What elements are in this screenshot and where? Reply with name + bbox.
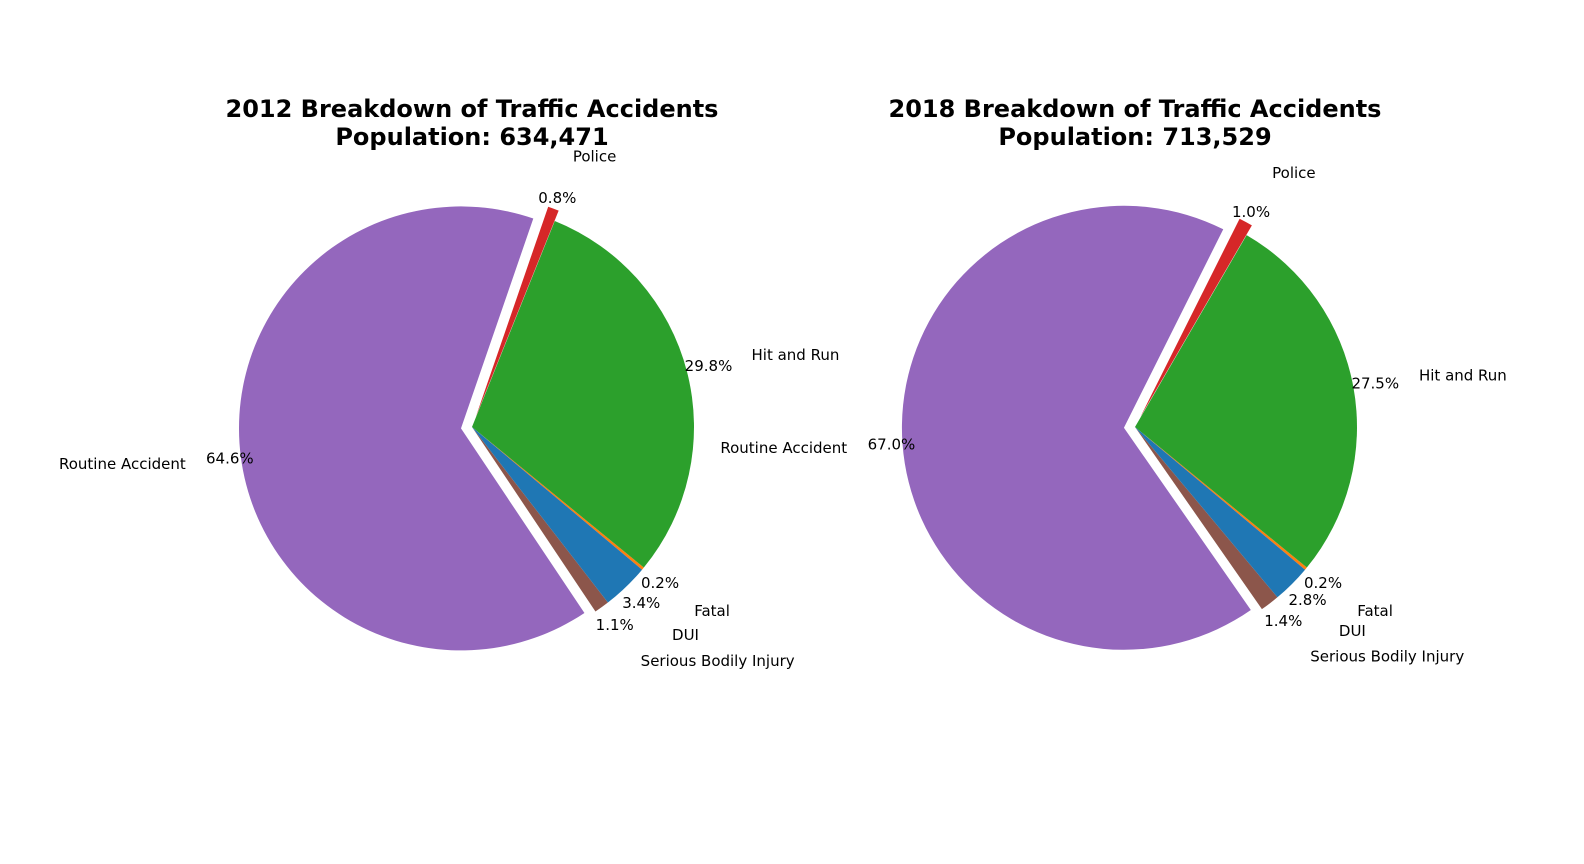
- slice-label-2012-police: Police: [573, 148, 617, 166]
- slice-label-2018-fatal: Fatal: [1357, 602, 1393, 620]
- slice-2012-serious-bodily-injury: [472, 427, 608, 612]
- chart-2018: 2018 Breakdown of Traffic Accidents Popu…: [720, 95, 1506, 665]
- pct-label-2018-serious-bodily-injury: 1.4%: [1264, 612, 1302, 630]
- pct-label-2012-serious-bodily-injury: 1.1%: [596, 616, 634, 634]
- slice-label-2018-dui: DUI: [1339, 622, 1366, 640]
- pct-label-2018-police: 1.0%: [1232, 203, 1270, 221]
- chart-title-2018-line2: Population: 713,529: [998, 123, 1271, 151]
- slice-2012-dui: [472, 427, 643, 603]
- pct-label-2012-hit-and-run: 29.8%: [685, 357, 733, 375]
- slice-label-2012-serious-bodily-injury: Serious Bodily Injury: [641, 652, 795, 670]
- pct-label-2012-routine-accident: 64.6%: [206, 449, 254, 467]
- slice-label-2012-routine-accident: Routine Accident: [59, 455, 186, 473]
- pct-label-2012-fatal: 0.2%: [641, 574, 679, 592]
- pct-label-2012-dui: 3.4%: [622, 594, 660, 612]
- pct-label-2018-hit-and-run: 27.5%: [1351, 374, 1399, 392]
- slice-label-2018-routine-accident: Routine Accident: [720, 439, 847, 457]
- slice-2012-police: [475, 206, 559, 417]
- slice-2012-routine-accident: [238, 206, 585, 651]
- slice-2018-hit-and-run: [1135, 235, 1357, 568]
- slice-label-2012-dui: DUI: [672, 626, 699, 644]
- pct-label-2012-police: 0.8%: [538, 189, 576, 207]
- slice-label-2018-serious-bodily-injury: Serious Bodily Injury: [1310, 647, 1464, 665]
- slice-2012-fatal: [472, 427, 644, 570]
- slice-2018-fatal: [1135, 427, 1307, 570]
- slice-label-2012-hit-and-run: Hit and Run: [752, 346, 840, 364]
- chart-title-2018-line1: 2018 Breakdown of Traffic Accidents: [889, 95, 1382, 123]
- pie-2012: 0.2% Fatal 29.8% Hit and Run 0.8% Police 64.6%…: [59, 148, 839, 671]
- slice-label-2018-hit-and-run: Hit and Run: [1419, 367, 1507, 385]
- slice-2018-police: [1140, 218, 1252, 418]
- pct-label-2018-fatal: 0.2%: [1304, 574, 1342, 592]
- chart-2012: 2012 Breakdown of Traffic Accidents Popu…: [59, 95, 839, 670]
- pie-2018: 0.2% Fatal 27.5% Hit and Run 1.0% Police 67.0%…: [720, 164, 1506, 665]
- chart-title-2012-line2: Population: 634,471: [335, 123, 608, 151]
- slice-2012-hit-and-run: [472, 221, 695, 568]
- slice-label-2012-fatal: Fatal: [694, 602, 730, 620]
- slice-2018-routine-accident: [901, 205, 1251, 650]
- slice-2018-serious-bodily-injury: [1135, 427, 1278, 610]
- pct-label-2018-dui: 2.8%: [1288, 591, 1326, 609]
- pct-label-2018-routine-accident: 67.0%: [868, 436, 916, 454]
- chart-title-2012-line1: 2012 Breakdown of Traffic Accidents: [226, 95, 719, 123]
- slice-label-2018-police: Police: [1272, 164, 1316, 182]
- slice-2018-dui: [1135, 427, 1306, 598]
